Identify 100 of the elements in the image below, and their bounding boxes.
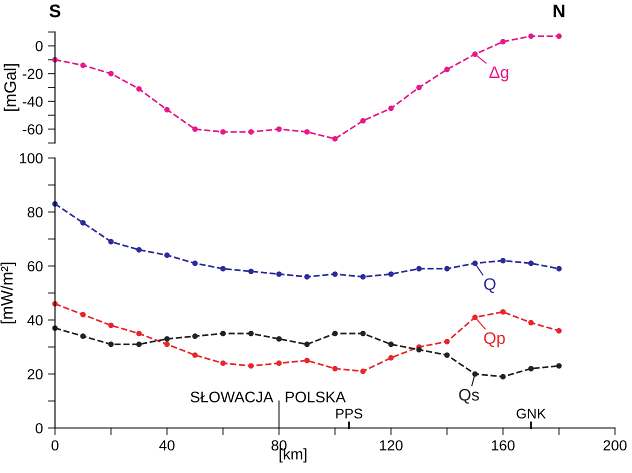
point <box>108 322 114 328</box>
point <box>304 129 310 135</box>
point <box>444 266 450 272</box>
point <box>276 126 282 132</box>
point <box>80 220 86 226</box>
y-tick-label: -60 <box>22 124 43 135</box>
point <box>192 260 198 266</box>
point <box>136 330 142 336</box>
point <box>500 374 506 380</box>
point <box>164 106 170 112</box>
point <box>444 352 450 358</box>
y-tick-label: 80 <box>28 207 43 218</box>
y-tick-label: -40 <box>22 96 43 107</box>
point <box>332 330 338 336</box>
point <box>332 271 338 277</box>
point <box>80 62 86 68</box>
x-tick-label: 0 <box>52 440 58 451</box>
x-tick-label: 160 <box>492 440 515 451</box>
point <box>472 260 478 266</box>
annotation: PPS <box>336 408 362 419</box>
point <box>220 330 226 336</box>
point <box>556 266 562 272</box>
point <box>164 342 170 348</box>
point <box>360 368 366 374</box>
point <box>136 342 142 348</box>
point <box>276 271 282 277</box>
point <box>444 338 450 344</box>
point <box>528 33 534 39</box>
point <box>80 333 86 339</box>
point <box>220 266 226 272</box>
y-tick-label: 40 <box>27 315 43 326</box>
point <box>528 366 534 372</box>
point <box>220 360 226 366</box>
y-tick-label: 0 <box>36 423 43 434</box>
point <box>444 66 450 72</box>
point <box>192 126 198 132</box>
legend-label: Δg <box>489 66 508 82</box>
x-tick-label: 200 <box>604 440 627 451</box>
point <box>248 330 254 336</box>
point <box>360 274 366 280</box>
point <box>360 118 366 124</box>
text: N <box>554 4 564 18</box>
point <box>136 86 142 92</box>
point <box>108 70 114 76</box>
y-tick-label: -20 <box>22 68 43 80</box>
point <box>80 312 86 318</box>
point <box>388 355 394 361</box>
legend-label: Q <box>484 278 496 293</box>
point <box>472 314 478 320</box>
point <box>108 238 114 244</box>
point <box>248 268 254 274</box>
text: S <box>49 4 60 18</box>
point <box>472 371 478 377</box>
point <box>248 129 254 135</box>
point <box>276 336 282 342</box>
point <box>192 352 198 358</box>
legend-label: Qs <box>459 388 480 404</box>
point <box>276 360 282 366</box>
point <box>248 363 254 369</box>
y-tick-label: 20 <box>28 369 43 380</box>
y-axis-title: [mGal] <box>4 64 20 111</box>
x-tick-label: 80 <box>272 440 287 451</box>
x-tick-label: 40 <box>159 440 175 451</box>
point <box>108 342 114 348</box>
annotation: POLSKA <box>286 392 346 402</box>
y-tick-label: 0 <box>36 40 43 52</box>
annotation: GNK <box>516 408 546 419</box>
point <box>164 336 170 342</box>
point <box>304 342 310 348</box>
point <box>500 38 506 44</box>
point <box>360 330 366 336</box>
point <box>528 260 534 266</box>
y-tick-label: 100 <box>20 153 43 164</box>
point <box>192 333 198 339</box>
y-tick-label: 60 <box>28 261 43 272</box>
point <box>164 252 170 258</box>
point <box>556 363 562 369</box>
point <box>388 106 394 112</box>
point <box>388 271 394 277</box>
point <box>332 366 338 372</box>
point <box>556 328 562 334</box>
point <box>500 258 506 264</box>
point <box>304 274 310 280</box>
point <box>500 309 506 315</box>
point <box>332 136 338 142</box>
y-axis-title: [mW/m²] <box>0 262 16 324</box>
point <box>416 266 422 272</box>
point <box>556 33 562 39</box>
point <box>220 129 226 135</box>
x-tick-label: 120 <box>380 440 403 451</box>
point <box>388 342 394 348</box>
annotation: SŁOWACJA <box>190 392 274 402</box>
point <box>416 346 422 352</box>
point <box>528 320 534 326</box>
point <box>416 84 422 90</box>
x-axis-title: [km] <box>280 448 306 462</box>
legend-label: Qp <box>484 332 505 348</box>
point <box>304 358 310 364</box>
point <box>472 51 478 57</box>
point <box>136 247 142 253</box>
